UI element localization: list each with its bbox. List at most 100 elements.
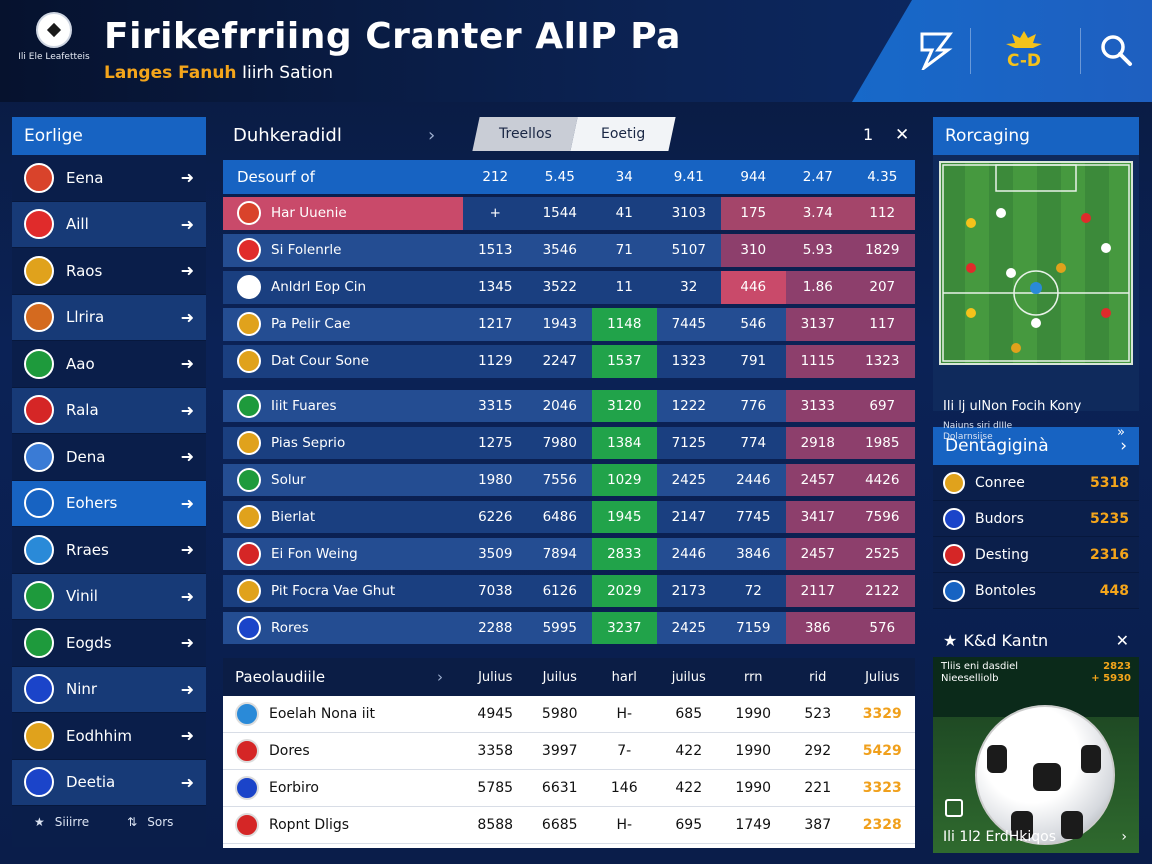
footer-link-1[interactable]: Siiirre	[54, 815, 90, 829]
table-row[interactable]: Eoelah Nona iit 4945 5980 H- 685 1990 523 3329	[223, 696, 915, 733]
league-logo[interactable]: Ili Ele Leafetteis	[18, 12, 90, 90]
sidebar-item[interactable]: Eena ➜	[12, 155, 206, 202]
team-name-cell: Anldrl Eop Cin	[223, 271, 463, 304]
sidebar-item[interactable]: Aao ➜	[12, 341, 206, 388]
sidebar-item[interactable]: Rala ➜	[12, 387, 206, 434]
table-header-row: Desourf of 212 5.45 34 9.41 944 2.47 4.35	[223, 160, 915, 194]
team-badge-icon	[237, 467, 261, 492]
table-row[interactable]: Dat Cour Sone 1129 2247 1537 1323 791 1115 1323	[223, 345, 915, 378]
table-row[interactable]: Rores 2288 5995 3237 2425 7159 386 576	[223, 611, 915, 644]
stat-cell: 2147	[671, 508, 706, 525]
sidebar-item[interactable]: Dena ➜	[12, 434, 206, 481]
stat-cell: 175	[721, 197, 786, 230]
column-header[interactable]: juilus	[671, 669, 706, 685]
team-name-cell: Iiit Fuares	[223, 390, 463, 423]
stat-cell: 3.74	[785, 197, 850, 230]
header-cell: 212	[482, 169, 509, 185]
sidebar-item[interactable]: Raos ➜	[12, 248, 206, 295]
team-name: Si Folenrle	[271, 242, 342, 259]
header-cell: 5.45	[544, 169, 575, 185]
team-name: Har Uuenie	[271, 205, 347, 222]
featured-card[interactable]: Tliis eni dasdiel Nieeselliolb 2823 + 59…	[933, 657, 1139, 853]
sidebar-item[interactable]: Vinil ➜	[12, 573, 206, 620]
stat-cell: 1275	[478, 434, 513, 451]
stat-cell: 8588	[477, 817, 514, 833]
table-row[interactable]: Pa Pelir Cae 1217 1943 1148 7445 546 3137 117	[223, 308, 915, 341]
sidebar-item[interactable]: Llrira ➜	[12, 294, 206, 341]
stat-cell: 1345	[478, 279, 513, 296]
featured-value: 2823 + 5930	[1091, 661, 1131, 684]
header-divider	[970, 28, 971, 74]
search-icon[interactable]	[1090, 24, 1142, 76]
table-row[interactable]: Anldrl Eop Cin 1345 3522 11 32 446 1.86 207	[223, 271, 915, 304]
stat-cell: 3522	[542, 279, 577, 296]
arrow-right-icon: ➜	[180, 354, 194, 374]
stat-cell: 791	[740, 353, 767, 370]
ranking-item[interactable]: Bontoles 448	[933, 573, 1139, 609]
ranking-name: Budors	[975, 510, 1024, 527]
stat-cell: H-	[616, 706, 633, 722]
stat-cell: 2046	[542, 397, 577, 414]
team-badge-icon	[24, 395, 54, 426]
stat-cell: 1544	[542, 205, 577, 222]
stat-cell: 11	[615, 279, 633, 296]
sidebar-item[interactable]: Eodhhim ➜	[12, 713, 206, 760]
column-header[interactable]: Julius	[478, 669, 513, 685]
stat-cell: 2173	[671, 582, 706, 599]
column-header[interactable]: harl	[611, 669, 637, 685]
ranking-value: 2316	[1090, 546, 1129, 563]
close-icon[interactable]: ✕	[895, 125, 910, 145]
subtitle-rest: Iiirh Sation	[241, 63, 334, 83]
ranking-title-bar[interactable]: Dentagiginà ›	[933, 427, 1139, 465]
table-row[interactable]: Iiit Fuares 3315 2046 3120 1222 776 3133 697	[223, 389, 915, 423]
table-row[interactable]: Solur 1980 7556 1029 2425 2446 2457 4426	[223, 463, 915, 496]
tab-2[interactable]: Eoetig	[570, 117, 676, 151]
table-row[interactable]: Ropnt Dligs 8588 6685 H- 695 1749 387 2328	[223, 807, 915, 844]
column-header[interactable]: Julius	[865, 669, 900, 685]
stat-cell: 697	[850, 389, 915, 422]
ranking-item[interactable]: Desting 2316	[933, 537, 1139, 573]
table-row[interactable]: Pit Focra Vae Ghut 7038 6126 2029 2173 72 2117…	[223, 574, 915, 607]
column-header[interactable]: rrn	[744, 669, 763, 685]
table-row[interactable]: Ei Fon Weing 3509 7894 2833 2446 3846 2457 2525	[223, 537, 915, 570]
stat-cell: 2918	[785, 426, 850, 459]
trophy-icon[interactable]: C-D	[984, 24, 1064, 76]
pitch-card[interactable]: Ili lj ulNon Focih Kony Naiuns siri dIII…	[933, 155, 1139, 442]
arrow-right-icon[interactable]: ›	[1121, 829, 1127, 845]
sidebar-item[interactable]: Aill ➜	[12, 201, 206, 248]
brand-icon[interactable]	[912, 24, 960, 76]
stat-cell: 3137	[785, 308, 850, 341]
team-badge-icon	[24, 627, 54, 658]
stat-cell: 1222	[671, 397, 706, 414]
close-icon[interactable]: ✕	[1115, 630, 1129, 650]
table-row[interactable]: Har Uuenie +1544 41 3103 175 3.74 112	[223, 197, 915, 230]
chevron-right-icon[interactable]: ›	[428, 125, 436, 146]
table-row[interactable]: Si Folenrle 1513 3546 71 5107 310 5.93 1829	[223, 234, 915, 267]
arrow-right-icon[interactable]: »	[1117, 425, 1125, 440]
footer-link-2[interactable]: Sors	[147, 815, 174, 829]
column-header[interactable]: Juilus	[542, 669, 577, 685]
chevron-right-icon[interactable]: ›	[437, 668, 443, 686]
tab-1[interactable]: Treellos	[472, 117, 578, 151]
play-icon[interactable]	[945, 799, 963, 817]
ranking-item[interactable]: Conree 5318	[933, 465, 1139, 501]
team-name-cell: Bierlat	[223, 501, 463, 534]
table-row[interactable]: Eorbiro 5785 6631 146 422 1990 221 3323	[223, 770, 915, 807]
table-row[interactable]: Bierlat 6226 6486 1945 2147 7745 3417 7596	[223, 500, 915, 534]
star-icon[interactable]: ★	[34, 815, 45, 829]
sidebar-item[interactable]: Eogds ➜	[12, 620, 206, 667]
table-row[interactable]: Dores 3358 3997 7- 422 1990 292 5429	[223, 733, 915, 770]
tab-1-label: Treellos	[498, 126, 552, 142]
sidebar-item[interactable]: Rraes ➜	[12, 527, 206, 574]
sidebar-item[interactable]: Deetia ➜	[12, 759, 206, 806]
sort-icon[interactable]: ⇅	[127, 815, 138, 829]
column-header[interactable]: rid	[809, 669, 827, 685]
team-name-cell: Pias Seprio	[223, 427, 463, 460]
sidebar-item[interactable]: Eohers ➜	[12, 480, 206, 527]
ranking-item[interactable]: Budors 5235	[933, 501, 1139, 537]
sidebar-item-label: Dena	[66, 447, 106, 466]
bottom-table-header: Paeolaudiile › Julius Juilus harl juilus rrn ri…	[223, 658, 915, 696]
sidebar-item[interactable]: Ninr ➜	[12, 666, 206, 713]
table-row[interactable]: Pias Seprio 1275 7980 1384 7125 774 2918 1985	[223, 426, 915, 460]
trophy-text: C-D	[1006, 51, 1042, 71]
